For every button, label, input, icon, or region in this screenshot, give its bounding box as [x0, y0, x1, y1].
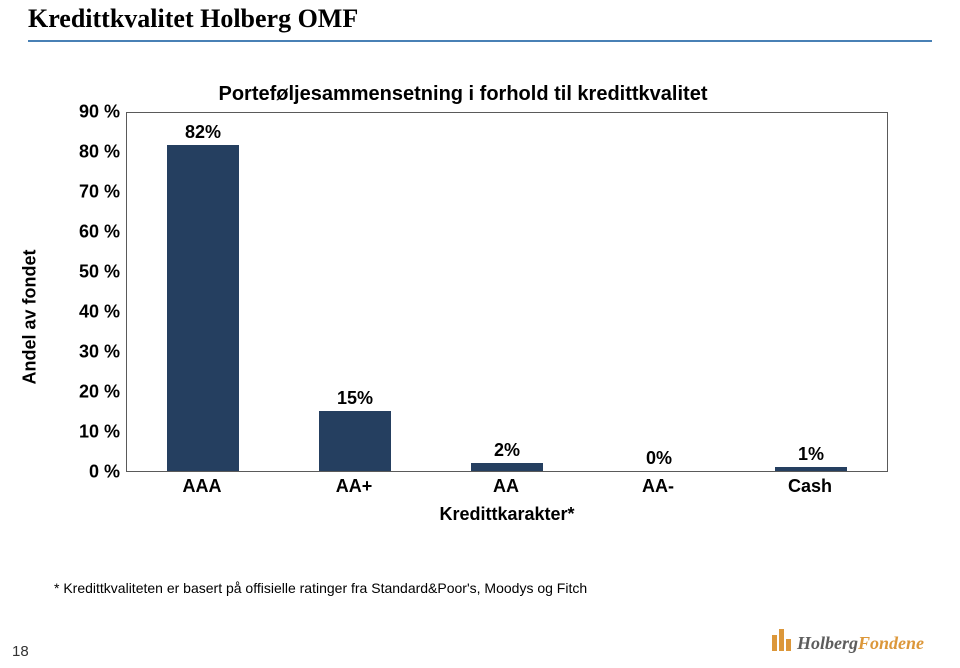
x-axis-label: Kredittkarakter*	[126, 504, 888, 525]
chart-body: Andel av fondet 0 % 10 % 20 % 30 % 40 % …	[38, 112, 888, 522]
x-tick-label: AA-	[642, 476, 674, 497]
bar-value-label: 2%	[471, 440, 544, 461]
bar-value-label: 1%	[775, 444, 848, 465]
y-axis-label: Andel av fondet	[20, 249, 41, 384]
page-title: Kredittkvalitet Holberg OMF	[28, 4, 358, 34]
bar-value-label: 15%	[319, 388, 392, 409]
bar: 15%	[319, 411, 392, 471]
logo-accent: Fondene	[858, 633, 924, 653]
credit-quality-chart: Porteføljesammensetning i forhold til kr…	[38, 82, 888, 542]
holberg-logo: HolbergFondene	[771, 627, 924, 654]
bar-value-label: 82%	[167, 122, 240, 143]
y-tick-label: 40 %	[70, 302, 120, 323]
y-tick-label: 70 %	[70, 182, 120, 203]
y-tick-label: 10 %	[70, 422, 120, 443]
plot-area: 82% 15% 2% 0% 1%	[126, 112, 888, 472]
y-tick-label: 20 %	[70, 382, 120, 403]
x-tick-label: AAA	[183, 476, 222, 497]
logo-prefix: Holberg	[797, 633, 858, 653]
title-underline	[28, 40, 932, 42]
y-tick-label: 0 %	[70, 462, 120, 483]
x-tick-label: AA+	[336, 476, 373, 497]
bar-value-label: 0%	[623, 448, 696, 469]
chart-title: Porteføljesammensetning i forhold til kr…	[38, 82, 888, 106]
footnote: * Kredittkvaliteten er basert på offisie…	[54, 580, 587, 596]
bar: 82%	[167, 145, 240, 471]
x-tick-label: AA	[493, 476, 519, 497]
y-tick-label: 30 %	[70, 342, 120, 363]
bar: 2%	[471, 463, 544, 471]
y-tick-label: 50 %	[70, 262, 120, 283]
y-tick-label: 90 %	[70, 102, 120, 123]
logo-mark-icon	[771, 629, 793, 651]
page-number: 18	[12, 643, 29, 660]
slide: Kredittkvalitet Holberg OMF Porteføljesa…	[0, 0, 960, 668]
bar: 1%	[775, 467, 848, 471]
logo-text: HolbergFondene	[797, 633, 924, 654]
y-tick-label: 60 %	[70, 222, 120, 243]
x-tick-label: Cash	[788, 476, 832, 497]
y-tick-label: 80 %	[70, 142, 120, 163]
